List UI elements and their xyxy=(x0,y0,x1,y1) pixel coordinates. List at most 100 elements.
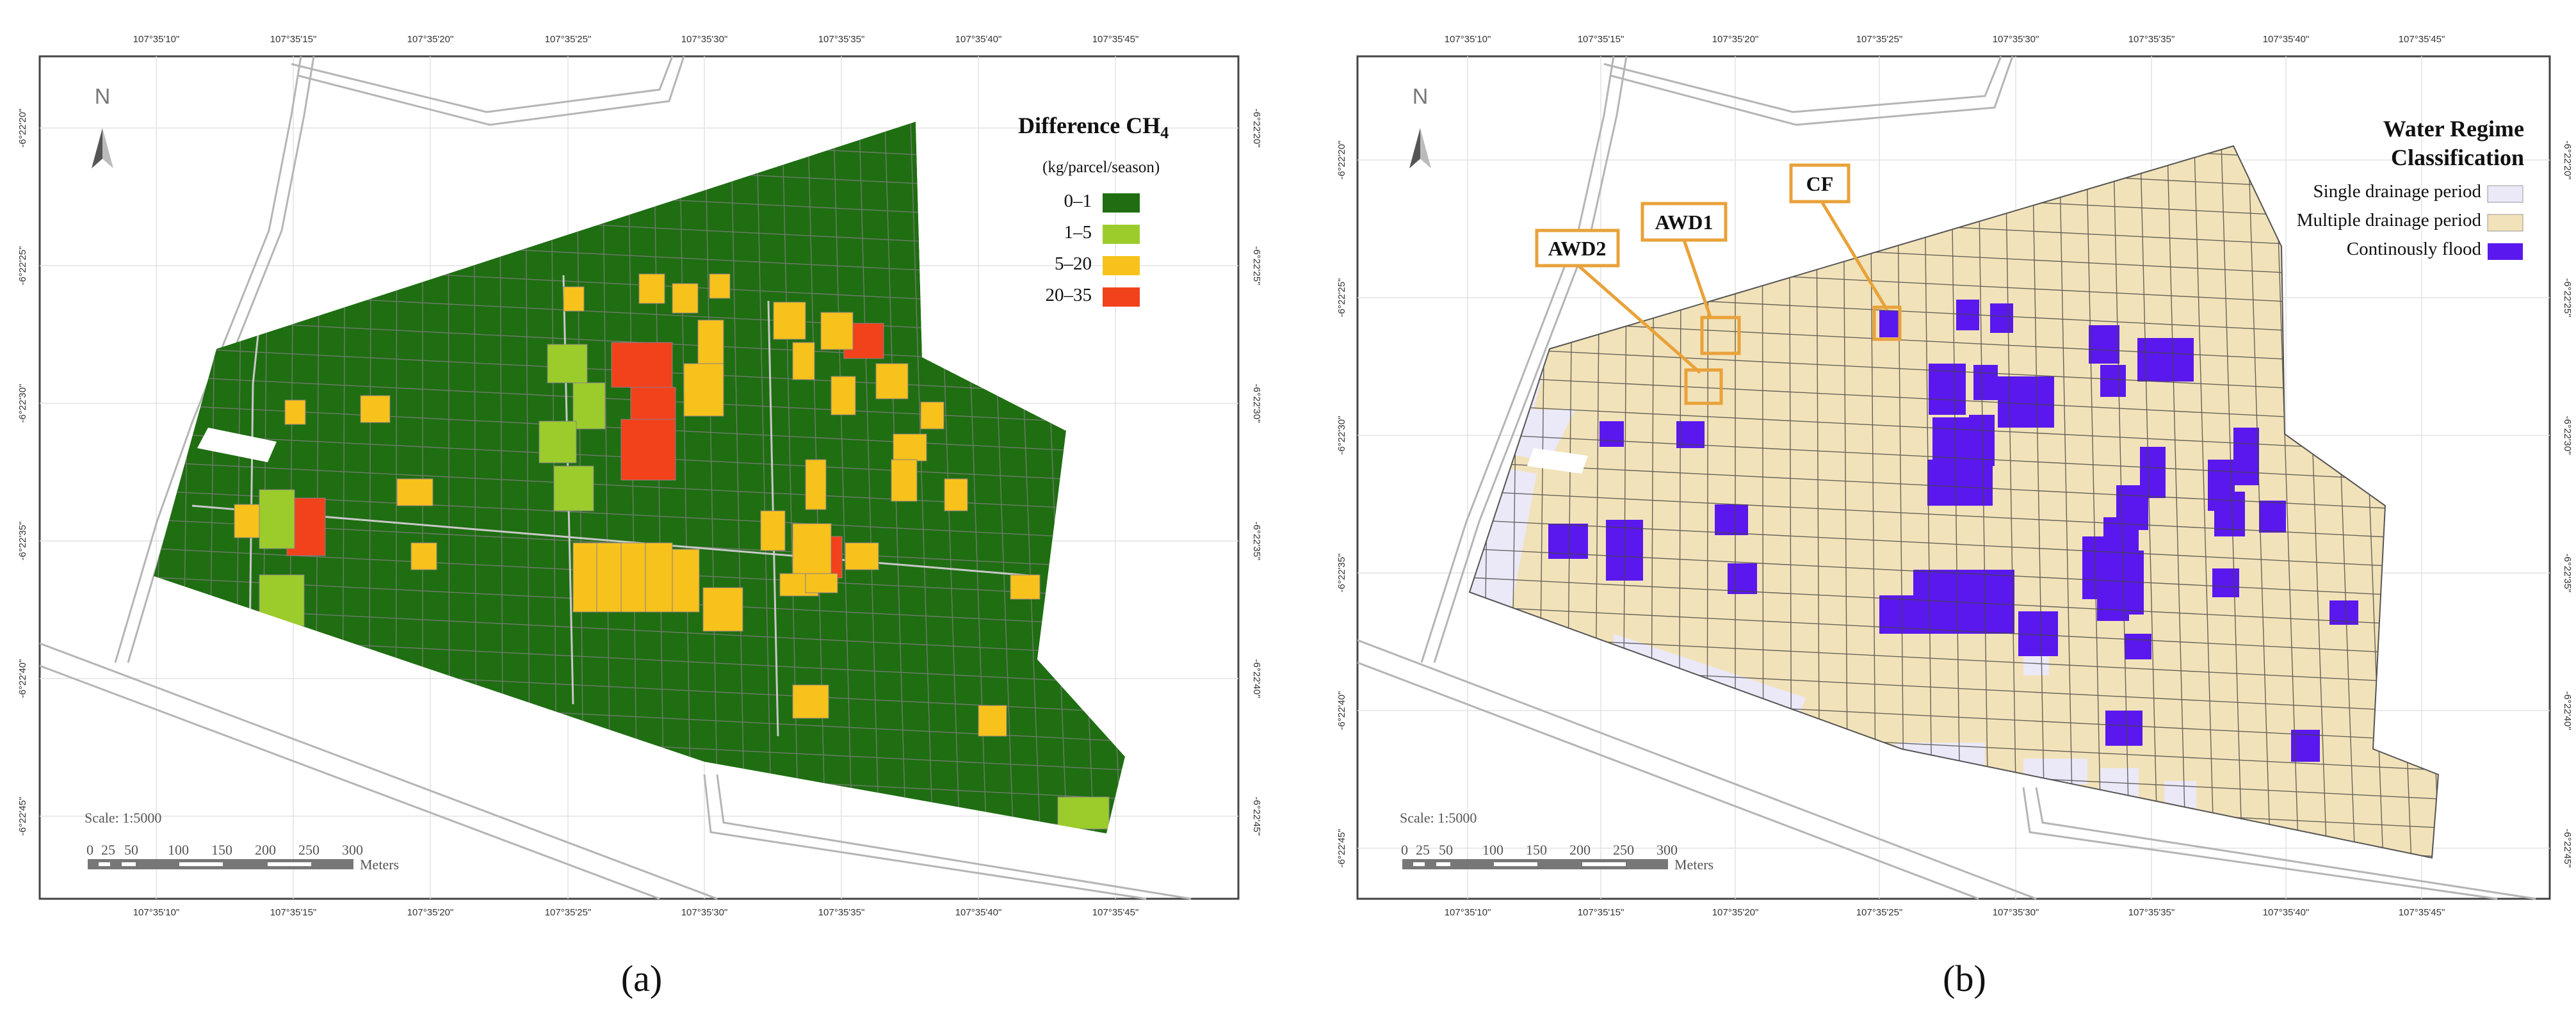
svg-text:107°35'30": 107°35'30" xyxy=(681,34,728,45)
svg-text:-6°22'40": -6°22'40" xyxy=(2562,691,2573,730)
lat-ticks-right-a: -6°22'20" -6°22'25" -6°22'30" -6°22'35" … xyxy=(1251,109,1262,836)
lon-ticks-bottom-b: 107°35'10" 107°35'15" 107°35'20" 107°35'… xyxy=(1445,907,2445,918)
svg-text:107°35'10": 107°35'10" xyxy=(1445,907,1491,918)
svg-text:-6°22'30": -6°22'30" xyxy=(1251,384,1262,423)
scale-bar-a: Scale: 1:5000 0 25 50 100 150 200 250 30… xyxy=(85,810,399,873)
north-label-a: N xyxy=(95,84,111,109)
scale-text-a: Scale: 1:5000 xyxy=(85,810,161,826)
svg-text:-6°22'40": -6°22'40" xyxy=(1251,659,1262,698)
scale-tick-150-a: 150 xyxy=(211,842,232,858)
parcels-1-5 xyxy=(259,344,1110,830)
svg-text:-6°22'35": -6°22'35" xyxy=(1251,522,1262,561)
field-hole-a xyxy=(197,428,277,462)
legend-swatch-flood xyxy=(2488,243,2523,260)
scale-bar-b: Scale: 1:5000 0 25 50 100 150 200 250 30… xyxy=(1400,810,1713,873)
legend-swatch-multiple xyxy=(2487,214,2523,232)
awd1-leader xyxy=(1682,239,1713,319)
lat-ticks-right-b: -6°22'20" -6°22'25" -6°22'30" -6°22'35" … xyxy=(2562,141,2573,868)
legend-swatch-1-5 xyxy=(1103,225,1140,244)
awd1-label: AWD1 xyxy=(1655,211,1713,234)
lat-ticks-left-b: -6°22'20" -6°22'25" -6°22'30" -6°22'35" … xyxy=(1336,141,1347,868)
roads-b xyxy=(1357,56,2536,900)
svg-text:-6°22'30": -6°22'30" xyxy=(2562,416,2573,455)
awd2-leader xyxy=(1577,264,1701,374)
scale-text-b: Scale: 1:5000 xyxy=(1400,810,1477,826)
svg-text:107°35'20": 107°35'20" xyxy=(407,907,454,918)
svg-text:107°35'10": 107°35'10" xyxy=(133,907,180,918)
svg-text:107°35'40": 107°35'40" xyxy=(2263,34,2310,45)
legend-swatch-0-1 xyxy=(1103,193,1140,213)
svg-text:107°35'45": 107°35'45" xyxy=(1092,34,1139,45)
svg-text:-6°22'30": -6°22'30" xyxy=(1336,416,1347,455)
svg-text:-6°22'20": -6°22'20" xyxy=(17,109,28,148)
svg-text:107°35'40": 107°35'40" xyxy=(955,34,1002,45)
svg-text:-6°22'20": -6°22'20" xyxy=(2562,141,2573,180)
svg-text:-6°22'20": -6°22'20" xyxy=(1336,141,1347,180)
svg-text:107°35'35": 107°35'35" xyxy=(2128,907,2175,918)
lon-ticks-bottom-a: 107°35'10" 107°35'15" 107°35'20" 107°35'… xyxy=(133,907,1139,918)
svg-text:107°35'10": 107°35'10" xyxy=(133,34,180,45)
svg-text:-6°22'45": -6°22'45" xyxy=(17,797,28,836)
svg-text:-6°22'40": -6°22'40" xyxy=(17,659,28,698)
awd2-label-box xyxy=(1535,229,1620,268)
svg-text:-6°22'25": -6°22'25" xyxy=(1251,246,1262,286)
scale-unit-a: Meters xyxy=(360,857,399,873)
awd1-label-box xyxy=(1640,202,1728,242)
legend-label-single: Single drainage period xyxy=(2313,181,2481,202)
scale-tick-250-a: 250 xyxy=(298,842,320,858)
svg-text:-6°22'45": -6°22'45" xyxy=(1251,797,1262,836)
scale-tick-300-b: 300 xyxy=(1657,842,1678,858)
scale-tick-300-a: 300 xyxy=(342,842,363,858)
svg-text:107°35'40": 107°35'40" xyxy=(2263,907,2310,918)
sample-sites xyxy=(1535,163,1902,405)
legend-swatch-5-20 xyxy=(1103,256,1140,275)
svg-text:107°35'25": 107°35'25" xyxy=(1856,907,1903,918)
legend-swatch-single xyxy=(2487,185,2523,203)
scale-tick-150-b: 150 xyxy=(1526,842,1547,858)
legend-a: Difference CH4 (kg/parcel/season) 0–1 1–… xyxy=(1018,113,1169,307)
scale-tick-100-a: 100 xyxy=(168,842,189,858)
legend-label-1-5: 1–5 xyxy=(1064,222,1092,243)
svg-text:107°35'10": 107°35'10" xyxy=(1445,34,1491,45)
svg-text:107°35'20": 107°35'20" xyxy=(1712,907,1759,918)
scale-tick-100-b: 100 xyxy=(1482,842,1503,858)
svg-text:-6°22'20": -6°22'20" xyxy=(1251,109,1262,148)
scale-tick-25-b: 25 xyxy=(1416,842,1430,858)
legend-title-a: Difference CH4 xyxy=(1018,113,1169,142)
lon-ticks-top-a: 107°35'10" 107°35'15" 107°35'20" 107°35'… xyxy=(133,34,1139,45)
legend-label-5-20: 5–20 xyxy=(1055,254,1092,274)
legend-label-multiple: Multiple drainage period xyxy=(2297,210,2482,230)
svg-text:-6°22'40": -6°22'40" xyxy=(1336,691,1347,730)
field-outline-b xyxy=(1468,145,2440,859)
field-hole-b xyxy=(1527,448,1588,474)
svg-text:107°35'35": 107°35'35" xyxy=(818,907,865,918)
legend-label-20-35: 20–35 xyxy=(1046,285,1092,305)
legend-swatch-20-35 xyxy=(1103,287,1140,307)
svg-text:107°35'15": 107°35'15" xyxy=(270,34,317,45)
north-arrow-a: N xyxy=(92,84,113,168)
panel-label-a: (a) xyxy=(621,958,662,999)
svg-text:107°35'30": 107°35'30" xyxy=(1993,34,2039,45)
legend-label-flood: Continously flood xyxy=(2347,239,2482,259)
svg-text:-6°22'35": -6°22'35" xyxy=(2562,554,2573,593)
svg-text:-6°22'45": -6°22'45" xyxy=(1336,829,1347,868)
panel-a: N Difference CH4 (kg/parcel/season) 0–1 … xyxy=(17,34,1262,999)
lon-ticks-top-b: 107°35'10" 107°35'15" 107°35'20" 107°35'… xyxy=(1445,34,2445,45)
svg-text:107°35'20": 107°35'20" xyxy=(1712,34,1759,45)
svg-text:107°35'25": 107°35'25" xyxy=(545,34,592,45)
scale-tick-0-b: 0 xyxy=(1401,842,1408,858)
north-label-b: N xyxy=(1413,84,1429,109)
svg-text:-6°22'25": -6°22'25" xyxy=(2562,278,2573,318)
svg-text:107°35'15": 107°35'15" xyxy=(270,907,317,918)
awd2-site-box xyxy=(1684,368,1723,405)
svg-text:107°35'45": 107°35'45" xyxy=(2399,907,2445,918)
svg-text:107°35'45": 107°35'45" xyxy=(1092,907,1139,918)
svg-text:107°35'20": 107°35'20" xyxy=(407,34,454,45)
scale-tick-25-a: 25 xyxy=(101,842,115,858)
svg-text:107°35'30": 107°35'30" xyxy=(1993,907,2039,918)
svg-text:-6°22'25": -6°22'25" xyxy=(17,246,28,286)
scale-tick-200-b: 200 xyxy=(1569,842,1591,858)
cf-leader xyxy=(1820,200,1889,311)
parcels-5-20 xyxy=(234,273,1041,737)
scale-unit-b: Meters xyxy=(1674,857,1713,873)
